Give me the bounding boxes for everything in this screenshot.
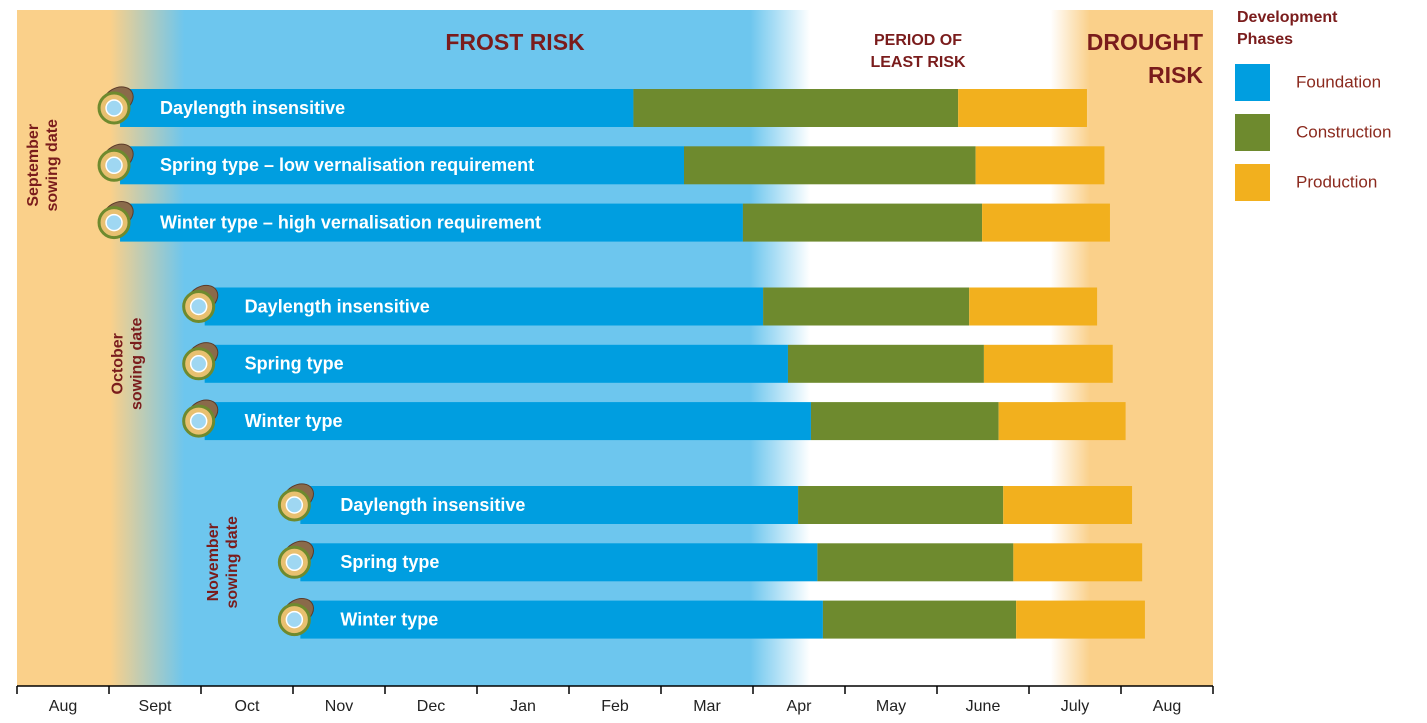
phase-bar xyxy=(983,344,1113,383)
task-label: Winter type xyxy=(340,609,438,629)
seed-icon xyxy=(189,412,208,430)
group-label: sowing date xyxy=(224,516,241,609)
x-tick-label: July xyxy=(1061,698,1089,715)
phase-bar xyxy=(300,600,823,639)
phase-bar xyxy=(975,146,1105,185)
x-tick-label: Sept xyxy=(139,698,172,715)
task-label: Daylength insensitive xyxy=(160,98,345,118)
x-tick-label: Feb xyxy=(601,698,629,715)
phase-bar xyxy=(822,600,1017,639)
seed-icon xyxy=(105,156,123,175)
task-label: Spring type – low vernalisation requirem… xyxy=(160,155,534,175)
x-tick-label: Dec xyxy=(417,698,445,715)
group-label: sowing date xyxy=(44,119,61,212)
group-label: October xyxy=(109,333,126,394)
phase-bar xyxy=(120,89,634,127)
phase-bar xyxy=(742,203,983,242)
legend-title: Phases xyxy=(1237,31,1293,48)
phase-bar xyxy=(998,402,1126,441)
phase-bar xyxy=(300,543,818,582)
phase-bar xyxy=(633,89,959,127)
legend-label: Production xyxy=(1296,172,1377,191)
task-label: Daylength insensitive xyxy=(340,495,525,515)
zone-label: RISK xyxy=(1148,62,1203,88)
x-tick-label: Oct xyxy=(235,698,260,715)
phase-bar xyxy=(1003,486,1133,524)
phase-bar xyxy=(969,287,1098,326)
seed-icon xyxy=(189,297,208,316)
seed-icon xyxy=(285,610,304,629)
legend-title: Development xyxy=(1237,9,1338,26)
phase-bar xyxy=(204,402,811,441)
phase-bar xyxy=(204,344,788,383)
phase-bar xyxy=(120,146,685,185)
phase-bar xyxy=(300,486,799,524)
group-label: sowing date xyxy=(128,317,145,410)
phase-bar xyxy=(810,402,999,441)
task-label: Winter type – high vernalisation require… xyxy=(160,212,541,232)
x-tick-label: May xyxy=(876,698,906,715)
phase-bar xyxy=(684,146,976,185)
phase-bar xyxy=(958,89,1087,127)
seed-icon xyxy=(105,99,123,117)
phase-bar xyxy=(120,203,743,242)
legend-label: Foundation xyxy=(1296,72,1381,91)
phase-bar xyxy=(204,287,764,326)
x-tick-label: Apr xyxy=(787,698,813,715)
seed-icon xyxy=(285,496,304,514)
zone-label: DROUGHT xyxy=(1087,29,1203,55)
zone-label: PERIOD OF xyxy=(874,32,962,49)
x-tick-label: Mar xyxy=(693,698,721,715)
phase-bar xyxy=(982,203,1110,242)
phase-bar xyxy=(763,287,970,326)
x-tick-label: Aug xyxy=(49,698,77,715)
x-tick-label: Aug xyxy=(1153,698,1181,715)
x-tick-label: Jan xyxy=(510,698,536,715)
x-tick-label: Nov xyxy=(325,698,353,715)
task-label: Winter type xyxy=(245,411,343,431)
phase-bar xyxy=(798,486,1004,524)
group-label: November xyxy=(205,523,222,601)
phase-bar xyxy=(787,344,984,383)
phase-bar xyxy=(817,543,1014,582)
phase-bar xyxy=(1016,600,1145,639)
seed-icon xyxy=(105,213,123,232)
legend-swatch xyxy=(1235,64,1270,101)
group-label: September xyxy=(25,124,42,207)
zone-label: FROST RISK xyxy=(445,29,585,55)
task-label: Spring type xyxy=(245,354,344,374)
legend-swatch xyxy=(1235,114,1270,151)
legend-label: Construction xyxy=(1296,122,1391,141)
seed-icon xyxy=(285,553,304,572)
task-label: Daylength insensitive xyxy=(245,296,430,316)
zone-label: LEAST RISK xyxy=(870,54,966,71)
plot: FROST RISK PERIOD OF LEAST RISK DROUGHT RISK… xyxy=(16,9,1391,715)
x-tick-label: June xyxy=(966,698,1001,715)
task-label: Spring type xyxy=(340,552,439,572)
phase-bar xyxy=(1013,543,1143,582)
legend-swatch xyxy=(1235,164,1270,201)
seed-icon xyxy=(189,355,208,373)
